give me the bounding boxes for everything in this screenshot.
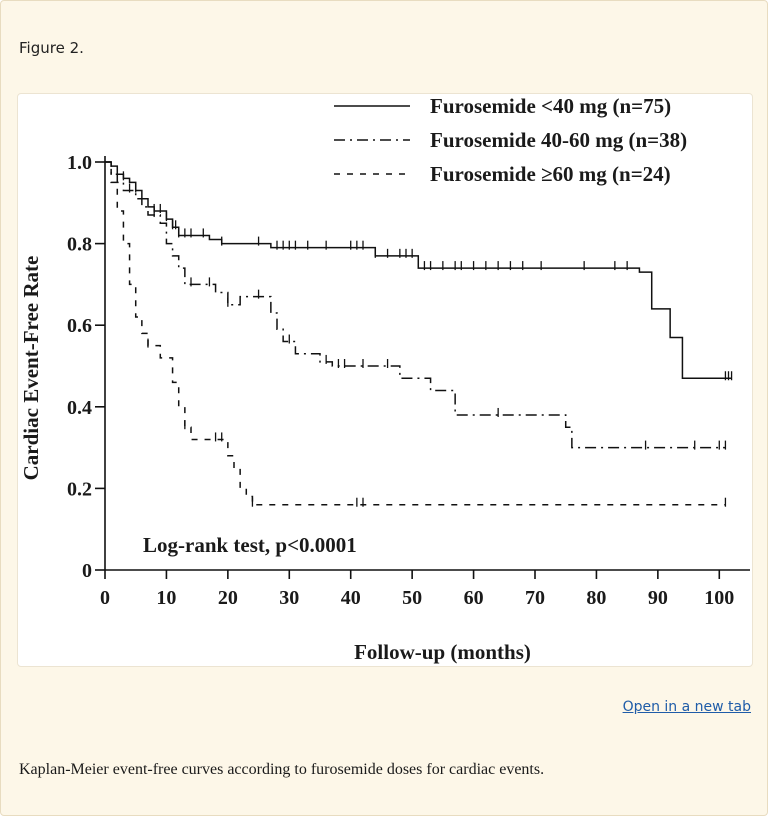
km-chart: 0 0.2 0.4 0.6 0.8 1.0 0 10 20 30 40 50 60 70 80 90 100 Fo… xyxy=(19,94,750,664)
chart-root: 0 0.2 0.4 0.6 0.8 1.0 0 10 20 30 40 50 60 70 80 90 100 Fo… xyxy=(19,94,750,664)
y-tick-label: 0.6 xyxy=(67,315,92,337)
open-in-new-tab-link[interactable]: Open in a new tab xyxy=(622,699,751,715)
legend-label-1: Furosemide <40 mg (n=75) xyxy=(430,94,671,118)
y-tick-label: 0.2 xyxy=(67,478,92,500)
y-axis-title: Cardiac Event-Free Rate xyxy=(19,256,43,481)
y-tick-label: 0.8 xyxy=(67,234,92,256)
x-tick-label: 100 xyxy=(704,587,734,609)
y-tick-label: 1.0 xyxy=(67,152,92,174)
x-tick-label: 90 xyxy=(648,587,668,609)
x-tick-label: 80 xyxy=(586,587,606,609)
figure-caption: Kaplan-Meier event-free curves according… xyxy=(19,761,545,778)
legend-label-2: Furosemide 40-60 mg (n=38) xyxy=(430,128,687,152)
km-curve-2 xyxy=(105,161,726,449)
x-tick-label: 50 xyxy=(402,587,422,609)
km-curve-3 xyxy=(105,161,726,506)
x-tick-label: 20 xyxy=(218,587,238,609)
x-tick-label: 10 xyxy=(156,587,176,609)
x-axis-title: Follow-up (months) xyxy=(354,640,531,664)
x-tick-label: 30 xyxy=(279,587,299,609)
x-tick-label: 70 xyxy=(525,587,545,609)
y-tick-label: 0.4 xyxy=(67,397,92,419)
km-curve-1 xyxy=(105,161,732,379)
legend-label-3: Furosemide ≥60 mg (n=24) xyxy=(430,162,671,186)
x-tick-label: 0 xyxy=(100,587,110,609)
figure-label: Figure 2. xyxy=(19,39,84,57)
log-rank-annotation: Log-rank test, p<0.0001 xyxy=(143,533,357,557)
x-tick-label: 40 xyxy=(341,587,361,609)
y-tick-label: 0 xyxy=(82,560,92,582)
figure-image-frame: 0 0.2 0.4 0.6 0.8 1.0 0 10 20 30 40 50 60 70 80 90 100 Fo… xyxy=(17,93,753,667)
x-tick-label: 60 xyxy=(464,587,484,609)
